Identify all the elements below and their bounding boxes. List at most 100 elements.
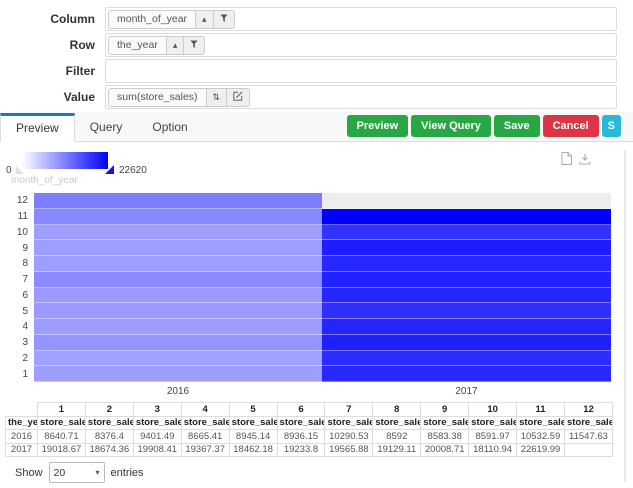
- filter-button[interactable]: [183, 36, 205, 54]
- form-row-filter: Filter: [0, 59, 633, 83]
- sort-asc-button[interactable]: ▴: [165, 36, 184, 54]
- month-column-header: 12: [563, 402, 614, 417]
- value-cell: 19367.37: [180, 442, 230, 457]
- view-query-button[interactable]: View Query: [411, 115, 491, 137]
- row-label: Row: [69, 38, 95, 52]
- value-cell: 19908.41: [132, 442, 182, 457]
- y-axis-tick-7: 7: [22, 274, 28, 286]
- heatmap-cell-2017-m5[interactable]: [322, 303, 611, 319]
- scrollbar-track[interactable]: [624, 150, 626, 482]
- measure-header: store_sales: [420, 415, 470, 430]
- colormap-gradient-bar[interactable]: [22, 152, 108, 169]
- y-axis-tick-10: 10: [16, 226, 28, 238]
- heatmap-cell-2016-m12[interactable]: [34, 193, 322, 209]
- table-row: 2016 8640.71 8376.4 9401.49 8665.41 8945.14 89…: [5, 429, 614, 444]
- heatmap-cell-2017-m10[interactable]: [322, 224, 611, 241]
- cancel-button[interactable]: Cancel: [542, 115, 599, 137]
- value-cell: 8591.97: [468, 429, 518, 444]
- value-cell: 8640.71: [37, 429, 86, 444]
- value-cell: 19129.11: [372, 442, 422, 457]
- value-cell: 11547.63: [563, 429, 614, 444]
- y-axis-tick-12: 12: [16, 195, 28, 207]
- heatmap-row-month-3: [34, 334, 611, 351]
- heatmap-cell-2017-m2[interactable]: [322, 350, 611, 367]
- y-axis-tick-8: 8: [22, 258, 28, 270]
- pivot-form: Column month_of_year ▴ Row the_year ▴ Fi…: [0, 0, 633, 109]
- heatmap-cell-2016-m5[interactable]: [34, 303, 322, 319]
- row-input[interactable]: the_year ▴: [105, 33, 617, 57]
- heatmap-cell-2016-m3[interactable]: [34, 334, 322, 351]
- heatmap-cell-2017-m6[interactable]: [322, 287, 611, 304]
- measure-header: store_sales: [37, 415, 86, 430]
- sort-asc-button[interactable]: ▴: [195, 10, 213, 28]
- heatmap-row-month-8: [34, 256, 611, 272]
- heatmap-cell-2017-m8[interactable]: [322, 256, 611, 272]
- x-axis-label-2017: 2017: [455, 386, 478, 397]
- month-column-header: 4: [180, 402, 230, 417]
- funnel-icon: [190, 40, 199, 51]
- month-column-header: 10: [468, 402, 518, 417]
- filter-button[interactable]: [212, 10, 234, 28]
- heatmap-cell-2016-m8[interactable]: [34, 256, 322, 272]
- table-row: the_yearstore_salesstore_salesstore_sale…: [5, 415, 614, 430]
- heatmap-cell-2016-m4[interactable]: [34, 319, 322, 335]
- heatmap-row-month-7: [34, 271, 611, 288]
- value-cell: [563, 442, 614, 457]
- heatmap-cell-2016-m10[interactable]: [34, 224, 322, 241]
- colormap-max-handle-icon[interactable]: [105, 165, 114, 174]
- filter-input[interactable]: [105, 59, 617, 83]
- preview-button[interactable]: Preview: [346, 115, 409, 137]
- tab-option[interactable]: Option: [152, 120, 188, 134]
- colormap-min-handle-icon[interactable]: [16, 166, 24, 174]
- colormap-min-value: 0: [6, 165, 12, 176]
- y-axis-tick-3: 3: [22, 337, 28, 349]
- value-pill: sum(store_sales) ⇅: [108, 87, 251, 107]
- heatmap-cell-2016-m2[interactable]: [34, 350, 322, 367]
- edit-value-button[interactable]: [226, 88, 250, 106]
- column-input[interactable]: month_of_year ▴: [105, 7, 617, 31]
- value-cell: 19565.88: [324, 442, 374, 457]
- value-cell: 8376.4: [84, 429, 134, 444]
- tab-preview[interactable]: Preview: [0, 113, 75, 142]
- value-cell: 18110.94: [468, 442, 518, 457]
- value-cell: 10532.59: [516, 429, 565, 444]
- aggregate-sort-button[interactable]: ⇅: [205, 88, 227, 106]
- heatmap-cell-2017-m4[interactable]: [322, 319, 611, 335]
- page-size-select[interactable]: 20 ▾: [48, 462, 105, 483]
- y-axis-tick-1: 1: [22, 368, 28, 380]
- value-cell: 8945.14: [228, 429, 278, 444]
- heatmap-cell-2017-m11[interactable]: [322, 208, 611, 225]
- form-row-column: Column month_of_year ▴: [0, 7, 633, 31]
- heatmap-cell-2016-m11[interactable]: [34, 208, 322, 225]
- x-axis-label-2016: 2016: [166, 386, 190, 397]
- heatmap-cell-2017-m7[interactable]: [322, 271, 611, 288]
- heatmap-cell-2017-m9[interactable]: [322, 240, 611, 256]
- heatmap-row-month-9: [34, 240, 611, 256]
- heatmap-grid: [34, 193, 611, 382]
- heatmap-cell-2016-m9[interactable]: [34, 240, 322, 256]
- row-pill-label: the_year: [109, 36, 166, 54]
- year-cell: 2016: [5, 429, 38, 444]
- y-axis-tick-9: 9: [22, 242, 28, 254]
- table-corner-cell: [6, 403, 38, 417]
- heatmap-cell-2017-m1[interactable]: [322, 366, 611, 382]
- heatmap-cell-2017-m12[interactable]: [322, 193, 611, 209]
- measure-header: store_sales: [84, 415, 134, 430]
- chart-toolbar: [561, 152, 591, 165]
- heatmap-cell-2016-m7[interactable]: [34, 271, 322, 288]
- save-button[interactable]: Save: [493, 115, 540, 137]
- download-icon[interactable]: [579, 153, 591, 165]
- heatmap-cell-2016-m6[interactable]: [34, 287, 322, 304]
- data-view-icon[interactable]: [561, 152, 572, 165]
- value-input[interactable]: sum(store_sales) ⇅: [105, 85, 617, 109]
- edit-icon: [233, 91, 243, 103]
- value-cell: 8583.38: [420, 429, 470, 444]
- month-column-header: 3: [132, 402, 182, 417]
- tab-query[interactable]: Query: [89, 120, 123, 134]
- value-cell: 19018.67: [37, 442, 86, 457]
- y-axis-tick-4: 4: [22, 321, 28, 333]
- caret-up-icon: ▴: [172, 39, 178, 50]
- s-button[interactable]: S: [601, 115, 621, 137]
- heatmap-cell-2017-m3[interactable]: [322, 334, 611, 351]
- heatmap-cell-2016-m1[interactable]: [34, 366, 322, 382]
